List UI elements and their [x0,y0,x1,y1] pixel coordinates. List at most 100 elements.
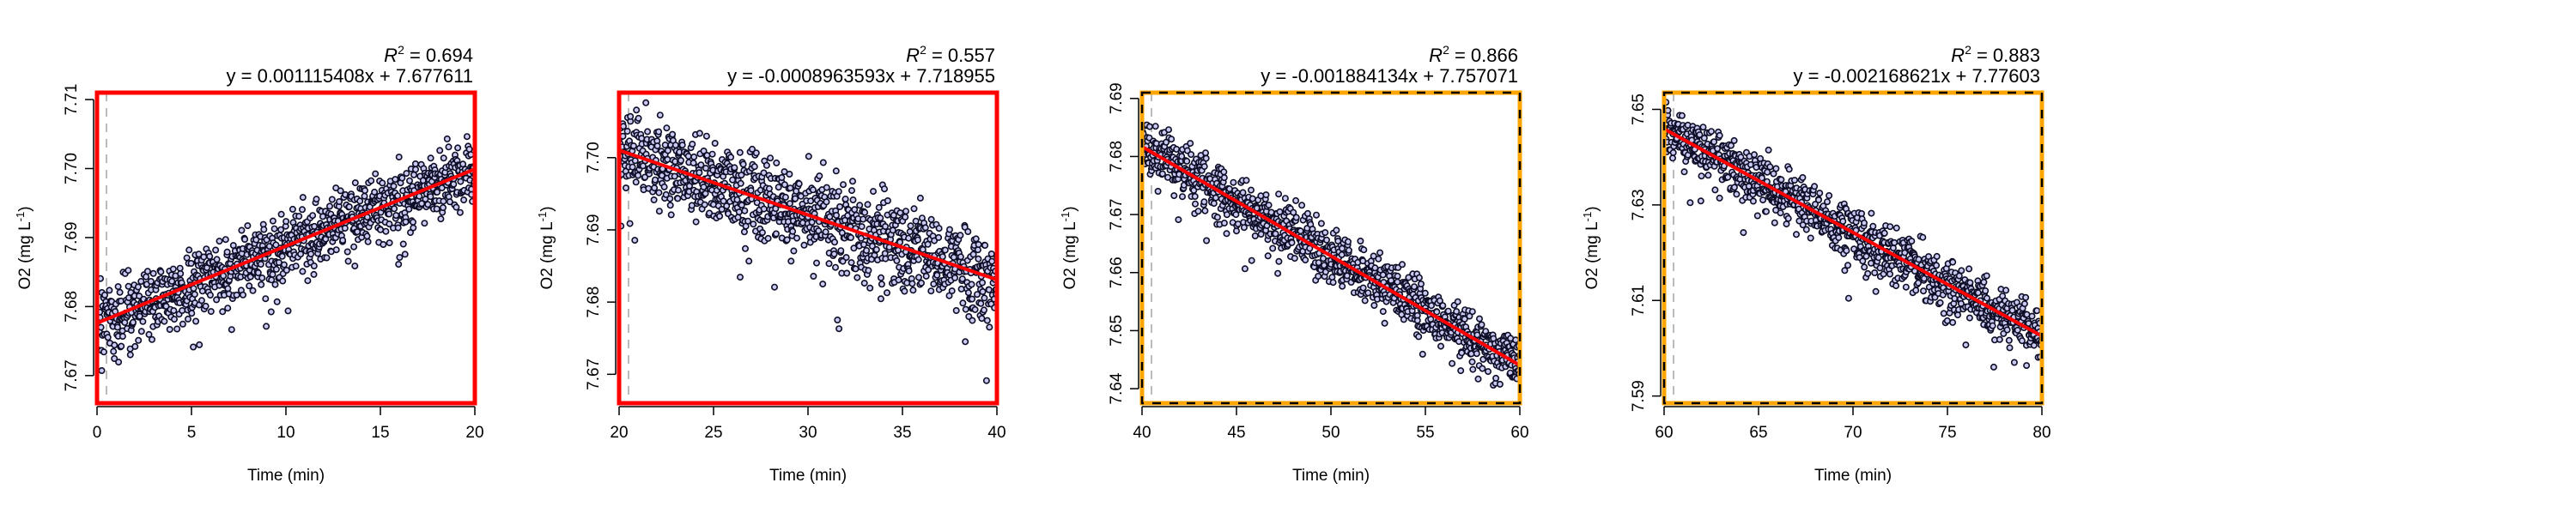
data-point [696,130,703,137]
data-point [789,227,797,235]
data-point [2002,287,2010,294]
y-tick-label: 7.65 [1108,315,1126,347]
data-point [1771,219,1778,226]
data-point [433,205,440,213]
y-tick-label: 7.68 [1108,141,1126,172]
data-point [787,257,795,265]
data-point [1716,194,1723,202]
data-point [1751,151,1759,159]
x-tick-label: 10 [276,424,295,442]
x-tick-label: 40 [1133,424,1151,442]
data-point [918,279,926,287]
data-point [702,165,709,172]
data-point [983,317,991,324]
data-point [270,225,278,232]
data-point [950,253,957,261]
data-point [1478,321,1485,329]
data-point [800,241,808,249]
data-point [962,305,969,313]
data-point [968,281,975,288]
data-point [727,154,735,161]
data-point [1357,237,1364,244]
data-point [260,226,268,233]
data-point [1239,189,1247,196]
x-tick-label: 60 [1510,424,1528,442]
data-point [267,308,275,316]
data-point [1371,264,1379,272]
data-point [783,236,791,244]
data-point [1381,319,1388,327]
data-point [882,222,890,230]
data-point [1473,331,1481,339]
data-point [1920,287,1928,295]
data-point [98,366,106,374]
data-point [166,325,173,333]
y-tick-label: 7.68 [585,287,603,318]
data-point [125,267,132,275]
data-point [1859,257,1867,265]
data-point [2003,326,2011,334]
data-point [2028,312,2036,320]
data-point [2023,362,2031,370]
data-point [830,238,838,246]
data-point [1345,238,1352,245]
x-tick-label: 65 [1749,424,1767,442]
data-point [770,283,778,291]
data-point [1844,262,1852,269]
data-point [1202,154,1210,162]
data-point [848,187,855,195]
data-point [2008,306,2016,314]
data-point [786,200,793,208]
r-squared-sup: 2 [1443,43,1449,57]
x-tick-label: 30 [799,424,817,442]
data-point [345,203,353,211]
data-point [2018,337,2026,345]
data-point [263,323,270,330]
data-point [851,206,859,214]
data-point [974,246,981,254]
data-point [795,180,803,188]
data-point [631,157,639,165]
data-point [1844,294,1852,302]
r-squared-symbol: R [1429,45,1443,66]
data-point [982,377,990,384]
data-point [975,255,982,263]
data-point [660,183,668,190]
data-point [310,270,318,278]
data-point [697,161,705,169]
data-layer [1664,93,2042,403]
data-point [1275,190,1283,198]
r-squared-value: = 0.883 [1971,45,2040,66]
data-point [277,226,285,233]
data-point [1669,154,1677,162]
data-point [700,184,708,191]
data-point [847,233,854,241]
data-point [139,317,147,325]
data-point [1982,287,1990,294]
data-point [1313,211,1321,219]
x-tick-label: 15 [371,424,389,442]
data-point [835,188,842,196]
data-point [819,281,827,288]
data-point [764,234,772,242]
x-tick-label: 25 [704,424,722,442]
data-point [860,280,868,287]
data-point [1298,202,1306,209]
data-point [411,160,419,168]
data-point [2010,359,2018,366]
data-point [1202,149,1210,157]
data-point [402,218,410,226]
data-point [379,179,386,187]
data-point [1764,168,1771,176]
data-point [1766,163,1774,171]
data-point [1179,193,1187,201]
data-point [1454,298,1461,305]
data-point [313,196,320,203]
y-tick-label: 7.67 [1108,199,1126,231]
data-point [773,159,781,166]
data-point [841,196,849,203]
data-point [1753,212,1761,220]
data-point [1933,262,1941,269]
data-point [1242,177,1250,184]
